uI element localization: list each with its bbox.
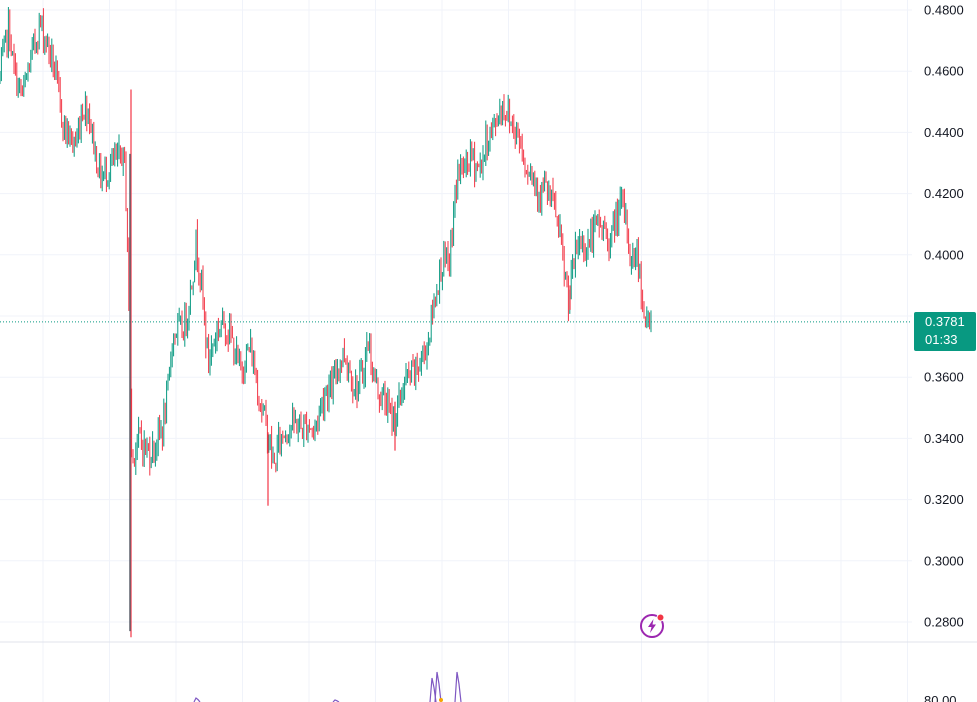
lightning-bolt-icon[interactable] (639, 613, 665, 639)
price-axis[interactable]: 0.4800 0.4600 0.4400 0.4200 0.4000 0.3600 0.34… (924, 3, 964, 630)
candles (0, 7, 652, 638)
lower-pane-tick-label: 80.00 (924, 693, 957, 702)
indicator-peak (193, 697, 201, 702)
grid (0, 0, 912, 702)
price-tick-label: 0.3200 (924, 492, 964, 507)
indicator-peak (332, 699, 340, 702)
price-tick-label: 0.3600 (924, 370, 964, 385)
bolt-glyph (648, 619, 656, 633)
price-tick-label: 0.4600 (924, 64, 964, 79)
price-tick-label: 0.4400 (924, 125, 964, 140)
price-tick-label: 0.4200 (924, 186, 964, 201)
notification-dot (656, 613, 665, 622)
price-tick-label: 0.2800 (924, 615, 964, 630)
last-price-value: 0.3781 (925, 314, 965, 329)
indicator-peak (434, 671, 442, 702)
indicator-peak (454, 671, 462, 702)
candle-countdown: 01:33 (925, 332, 958, 347)
price-tick-label: 0.4000 (924, 247, 964, 262)
indicator-pane (193, 671, 462, 702)
indicator-marker (439, 698, 443, 702)
last-price-badge: 0.3781 01:33 (914, 312, 976, 351)
price-tick-label: 0.3400 (924, 431, 964, 446)
price-tick-label: 0.4800 (924, 3, 964, 18)
price-tick-label: 0.3000 (924, 553, 964, 568)
bolt-ring (640, 614, 664, 638)
